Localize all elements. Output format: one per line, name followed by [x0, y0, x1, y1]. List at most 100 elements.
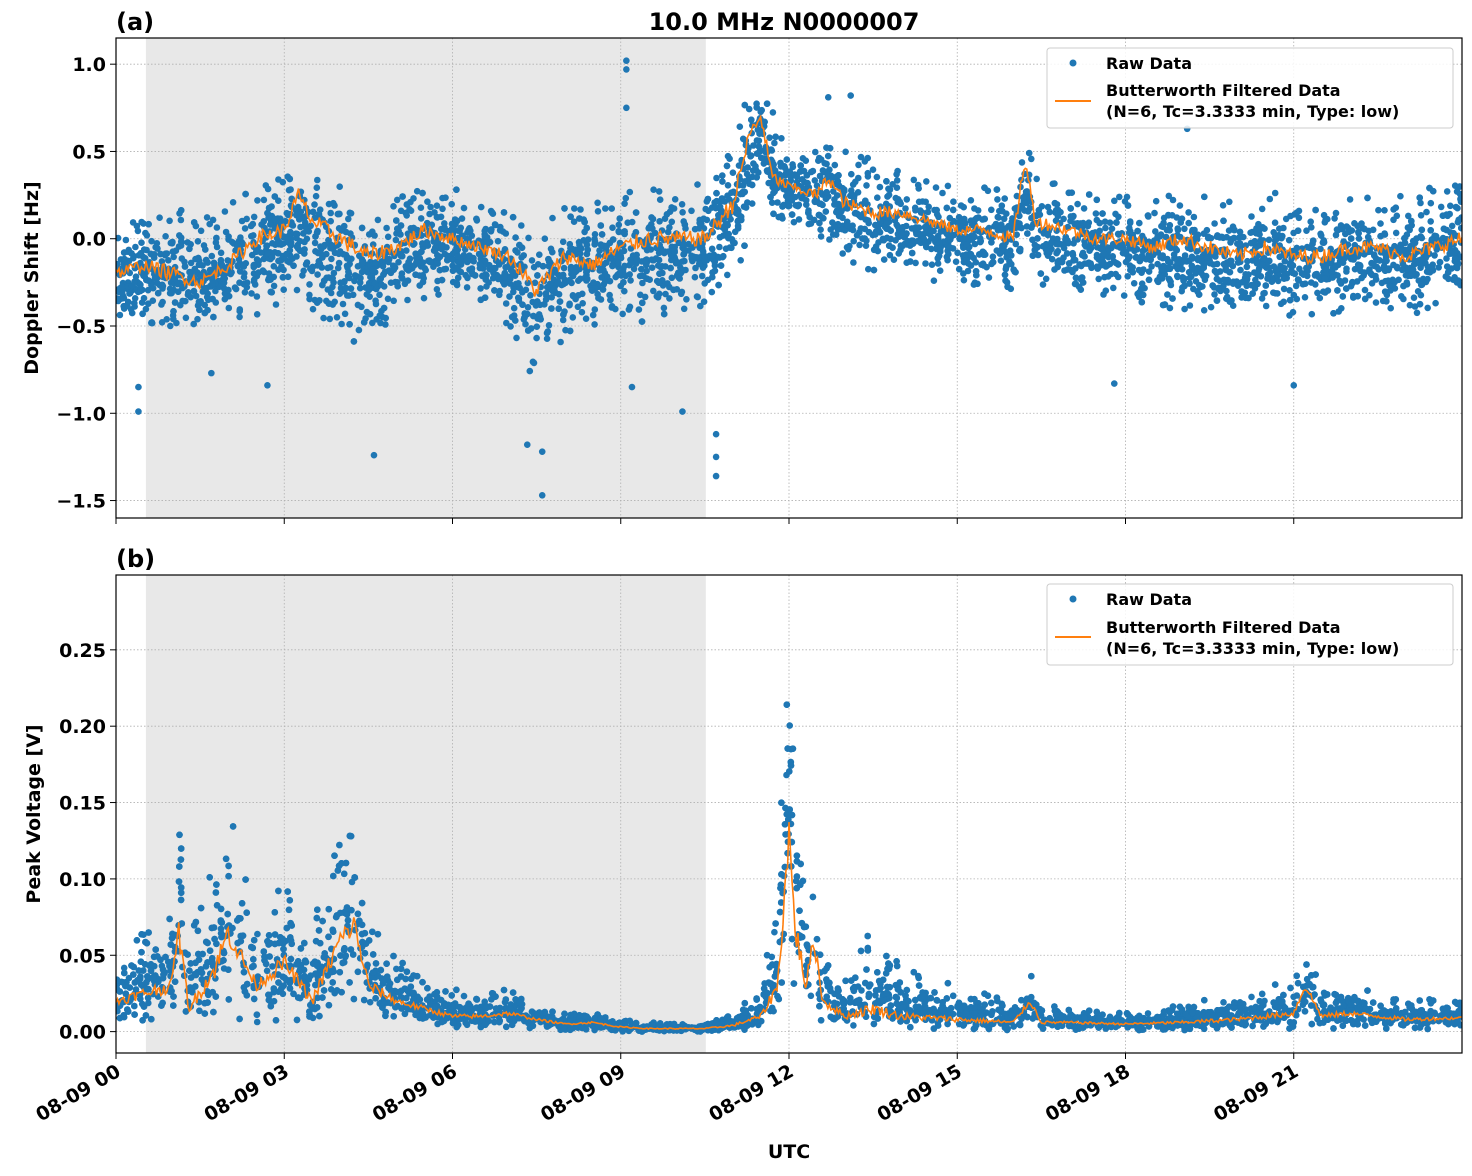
raw-point [589, 287, 596, 294]
raw-point [650, 186, 657, 193]
raw-point [738, 217, 745, 224]
raw-point [646, 276, 653, 283]
raw-point [501, 274, 508, 281]
raw-point [174, 281, 181, 288]
raw-point [522, 321, 529, 328]
raw-point [1242, 275, 1249, 282]
raw-point [230, 199, 237, 206]
raw-point [1362, 287, 1369, 294]
raw-point [1275, 278, 1282, 285]
raw-point [656, 188, 663, 195]
raw-point [543, 290, 550, 297]
raw-point [328, 275, 335, 282]
y-tick-label: 0.20 [59, 716, 106, 738]
raw-point [753, 174, 760, 181]
raw-point [525, 327, 532, 334]
raw-point [595, 295, 602, 302]
raw-point [320, 315, 327, 322]
raw-point [159, 282, 166, 289]
raw-point [1223, 234, 1230, 241]
raw-point [1377, 233, 1384, 240]
raw-point [273, 301, 280, 308]
raw-point [453, 186, 460, 193]
raw-point [871, 267, 878, 274]
raw-point [626, 306, 633, 313]
raw-point [114, 297, 121, 304]
raw-point [1020, 194, 1027, 201]
raw-point [779, 203, 786, 210]
raw-point [1155, 279, 1162, 286]
raw-point [186, 246, 193, 253]
raw-point [225, 233, 232, 240]
raw-point [788, 196, 795, 203]
raw-point [326, 300, 333, 307]
raw-point [1382, 267, 1389, 274]
raw-point [242, 191, 249, 198]
raw-point [739, 191, 746, 198]
raw-point [1317, 295, 1324, 302]
raw-point [1177, 219, 1184, 226]
raw-point [441, 226, 448, 233]
raw-point [123, 237, 130, 244]
raw-point [621, 288, 628, 295]
raw-point [469, 265, 476, 272]
raw-point [1177, 202, 1184, 209]
raw-point [904, 196, 911, 203]
raw-point [1069, 269, 1076, 276]
raw-point [856, 242, 863, 249]
raw-point [771, 140, 778, 147]
raw-point [916, 224, 923, 231]
raw-point [1417, 301, 1424, 308]
raw-point [953, 258, 960, 265]
raw-point [863, 242, 870, 249]
raw-point [196, 299, 203, 306]
raw-point [385, 234, 392, 241]
raw-point [1448, 250, 1455, 257]
raw-point [947, 244, 954, 251]
raw-point [272, 193, 279, 200]
raw-point [1393, 230, 1400, 237]
raw-point [591, 241, 598, 248]
raw-point [441, 266, 448, 273]
raw-point-outlier [713, 454, 720, 461]
raw-point [1055, 241, 1062, 248]
raw-point [865, 170, 872, 177]
raw-point [1444, 188, 1451, 195]
raw-point-outlier [825, 94, 832, 101]
raw-point [616, 215, 623, 222]
raw-point [688, 208, 695, 215]
raw-point [670, 287, 677, 294]
raw-point [667, 265, 674, 272]
raw-point [598, 222, 605, 229]
raw-point [1272, 190, 1279, 197]
raw-point [1286, 312, 1293, 319]
raw-point [931, 207, 938, 214]
raw-point [1127, 220, 1134, 227]
raw-point [1291, 270, 1298, 277]
raw-point [327, 264, 334, 271]
raw-point [923, 244, 930, 251]
raw-point [1121, 292, 1128, 299]
raw-point [627, 277, 634, 284]
raw-point [337, 248, 344, 255]
raw-point [1320, 239, 1327, 246]
raw-point [1373, 276, 1380, 283]
raw-point [1201, 194, 1208, 201]
raw-point [900, 224, 907, 231]
raw-point [971, 281, 978, 288]
raw-point [1287, 297, 1294, 304]
raw-point [886, 242, 893, 249]
raw-point [724, 221, 731, 228]
raw-point [607, 297, 614, 304]
raw-point [1028, 224, 1035, 231]
raw-point [344, 255, 351, 262]
raw-point [1287, 213, 1294, 220]
raw-point [735, 223, 742, 230]
raw-point [944, 205, 951, 212]
raw-point [1074, 220, 1081, 227]
legend-filtered-label: Butterworth Filtered Data [1106, 81, 1341, 100]
raw-point [629, 219, 636, 226]
raw-point [1391, 243, 1398, 250]
raw-point [478, 204, 485, 211]
raw-point [839, 250, 846, 257]
